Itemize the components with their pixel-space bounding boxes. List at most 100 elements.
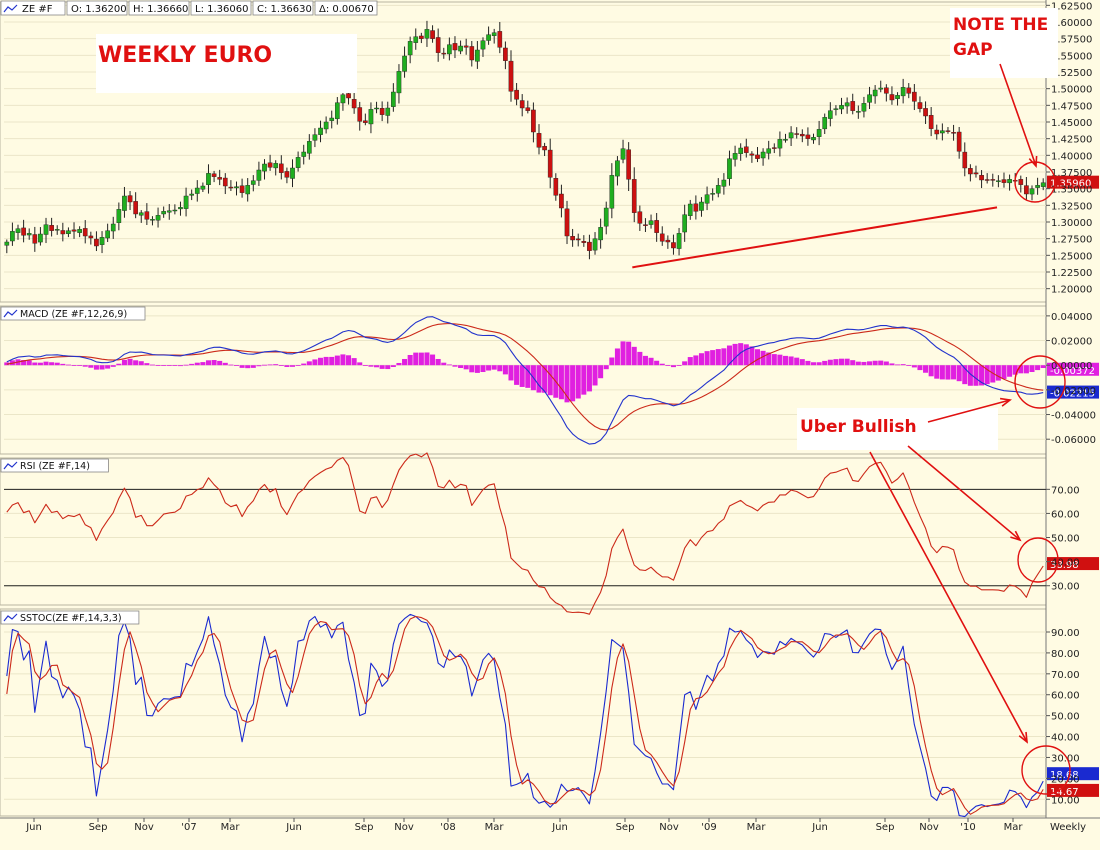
candle-body	[872, 89, 878, 97]
macd-histogram-bar	[833, 359, 839, 366]
candle-body	[144, 211, 150, 220]
price-candle	[816, 120, 822, 146]
price-candle	[1018, 175, 1024, 193]
price-candle	[956, 126, 962, 159]
rsi-last-value: 38.98	[1050, 560, 1079, 571]
candle-body	[648, 220, 654, 225]
price-candle	[508, 50, 514, 102]
price-candle	[631, 167, 637, 223]
price-candle	[306, 134, 312, 160]
macd-histogram-bar	[183, 364, 189, 366]
macd-histogram-bar	[1018, 365, 1024, 374]
macd-histogram-bar	[189, 363, 195, 366]
candle-body	[150, 219, 155, 221]
macd-histogram-bar	[816, 362, 822, 366]
macd-histogram-bar	[973, 365, 979, 386]
macd-histogram-bar	[805, 360, 811, 366]
candle-body	[671, 242, 676, 249]
candle-body	[626, 149, 631, 180]
candle-body	[43, 224, 49, 235]
macd-histogram-bar	[312, 359, 318, 366]
macd-histogram-bar	[614, 348, 620, 366]
price-candle	[217, 169, 223, 186]
price-candle	[71, 222, 77, 239]
price-candle	[267, 154, 273, 171]
price-candle	[979, 170, 984, 189]
price-candle	[99, 231, 105, 254]
annotation-title: WEEKLY EURO	[98, 43, 272, 68]
price-candle	[357, 101, 363, 131]
rsi-arrow	[907, 445, 1021, 541]
price-candle	[318, 120, 323, 143]
header-change-box	[314, 0, 378, 16]
macd-histogram-bar	[659, 363, 665, 366]
price-candle	[133, 192, 138, 219]
macd-histogram-bar	[575, 365, 581, 399]
macd-histogram-bar	[250, 365, 256, 368]
macd-histogram-bar	[698, 353, 704, 366]
price-candle	[587, 234, 592, 260]
macd-histogram-bar	[233, 365, 240, 366]
price-candle	[189, 189, 195, 201]
rsi-y-tick-label: 70.00	[1051, 485, 1080, 496]
macd-histogram-bar	[144, 363, 150, 366]
stochastic-arrow	[869, 451, 1028, 743]
x-tick-label: Mar	[1004, 822, 1024, 833]
candle-body	[693, 203, 699, 212]
candle-body	[794, 133, 800, 135]
candle-body	[559, 193, 564, 209]
price-candle	[38, 227, 43, 246]
macd-histogram-bar	[32, 362, 38, 366]
macd-histogram-bar	[839, 358, 845, 366]
symbol-icon	[3, 4, 18, 13]
candle-body	[587, 241, 592, 251]
price-candle	[962, 142, 968, 177]
price-candle	[867, 86, 872, 110]
price-candle	[1001, 172, 1007, 188]
candle-body	[273, 163, 279, 169]
price-y-tick-label: 1.37500	[1051, 168, 1092, 179]
price-candle	[855, 105, 861, 119]
candle-body	[497, 31, 503, 48]
candle-body	[318, 127, 323, 135]
price-candle	[368, 102, 374, 134]
price-candle	[391, 83, 396, 112]
macd-histogram-bar	[558, 365, 564, 400]
price-y-tick-label: 1.22500	[1051, 268, 1092, 279]
price-candle	[687, 199, 693, 220]
price-candle	[564, 200, 570, 245]
macd-histogram-bar	[256, 365, 262, 367]
price-candle	[351, 90, 357, 114]
price-candle	[26, 228, 32, 240]
macd-histogram-bar	[463, 365, 469, 370]
macd-histogram-bar	[626, 341, 632, 366]
x-tick-label: '09	[701, 822, 716, 833]
macd-histogram-bar	[726, 345, 732, 366]
candle-body	[771, 147, 777, 149]
price-candle	[206, 164, 211, 194]
macd-histogram-bar	[318, 357, 324, 366]
price-candle	[88, 231, 94, 245]
price-candle	[4, 239, 10, 254]
price-y-tick-label: 1.55000	[1051, 51, 1092, 62]
price-candle	[407, 36, 413, 64]
candle-body	[323, 121, 329, 130]
price-candle	[178, 201, 183, 216]
macd-histogram-bar	[771, 354, 777, 366]
macd-histogram-bar	[357, 362, 363, 366]
macd-y-tick-label: -0.04000	[1051, 411, 1096, 422]
candle-body	[110, 223, 116, 232]
price-candle	[693, 195, 699, 220]
macd-histogram-bar	[514, 365, 520, 385]
price-candle	[172, 204, 178, 215]
candle-body	[1029, 188, 1035, 195]
price-candle	[435, 28, 441, 62]
x-tick-label: Nov	[134, 822, 154, 833]
candle-body	[564, 208, 570, 237]
price-candle	[15, 224, 21, 240]
candle-body	[743, 146, 749, 153]
price-y-tick-label: 1.57500	[1051, 35, 1092, 46]
candle-body	[738, 147, 744, 154]
price-candle	[777, 131, 783, 157]
candle-body	[615, 160, 620, 177]
